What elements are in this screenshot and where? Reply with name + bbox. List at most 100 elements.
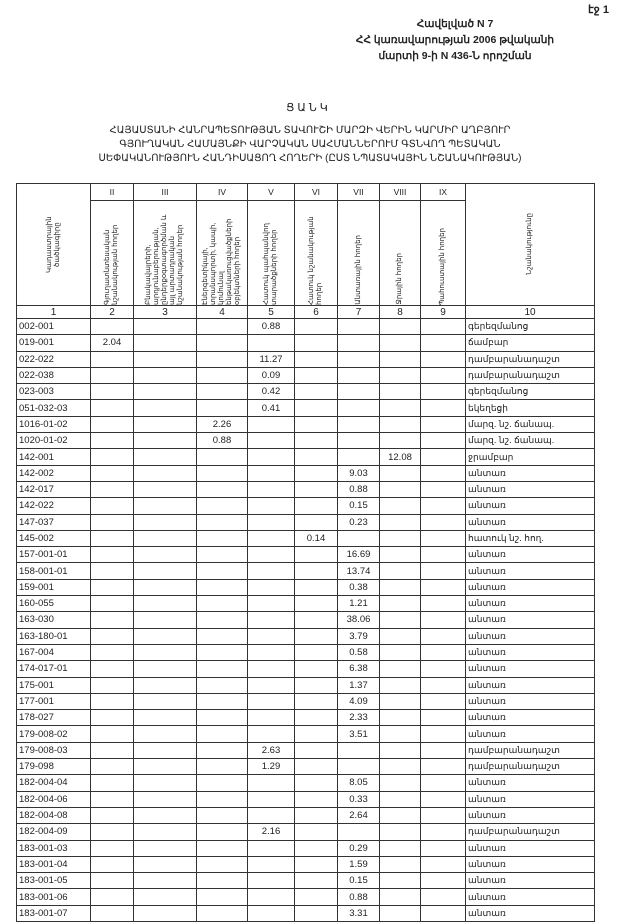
cadastral-code: 182-004-04 bbox=[16, 774, 91, 792]
cadastral-code: 163-030 bbox=[16, 611, 91, 629]
cadastral-code: 183-001-03 bbox=[16, 839, 91, 857]
area-cell bbox=[247, 464, 295, 482]
area-cell bbox=[379, 595, 421, 613]
area-cell bbox=[90, 399, 134, 417]
area-cell bbox=[420, 725, 466, 743]
column-header-cell: Բնակավայրերի, արդյունաբերության, ընդերքօ… bbox=[133, 200, 197, 306]
area-cell bbox=[196, 562, 248, 580]
area-cell bbox=[133, 529, 197, 548]
area-cell bbox=[420, 529, 466, 548]
area-cell bbox=[133, 595, 197, 613]
area-cell bbox=[133, 643, 197, 662]
area-cell bbox=[247, 578, 295, 597]
column-header-cell: Անտառային հողեր bbox=[337, 200, 380, 306]
area-cell bbox=[379, 758, 421, 776]
area-cell: 0.33 bbox=[337, 790, 380, 808]
area-cell bbox=[294, 904, 338, 922]
area-cell bbox=[196, 725, 248, 743]
area-cell: 2.04 bbox=[90, 334, 134, 352]
area-cell bbox=[247, 676, 295, 694]
area-cell bbox=[133, 888, 197, 906]
cadastral-code: 175-001 bbox=[16, 676, 91, 694]
area-cell bbox=[196, 660, 248, 678]
area-cell bbox=[196, 334, 248, 352]
area-cell: 0.09 bbox=[247, 366, 295, 385]
area-cell bbox=[133, 709, 197, 727]
area-cell bbox=[294, 350, 338, 368]
area-cell bbox=[247, 904, 295, 922]
cadastral-code: 1016-01-02 bbox=[16, 415, 91, 434]
area-cell bbox=[379, 774, 421, 792]
table-row: 023-003 0.42 գերեզմանոց bbox=[16, 383, 595, 401]
area-cell bbox=[247, 432, 295, 450]
table-row: 142-001 12.08 ջրամբար bbox=[16, 448, 595, 466]
area-cell: 0.15 bbox=[337, 872, 380, 890]
cadastral-code: 182-004-09 bbox=[16, 823, 91, 841]
area-cell: 1.21 bbox=[337, 595, 380, 613]
area-cell bbox=[420, 595, 466, 613]
area-cell bbox=[196, 741, 248, 760]
area-cell bbox=[420, 806, 466, 825]
area-cell bbox=[90, 888, 134, 906]
cadastral-code: 023-003 bbox=[16, 383, 91, 401]
cadastral-code: 142-001 bbox=[16, 448, 91, 466]
area-cell bbox=[196, 513, 248, 531]
area-cell bbox=[337, 415, 380, 434]
area-cell bbox=[420, 643, 466, 662]
column-number: 10 bbox=[465, 305, 595, 319]
area-cell bbox=[247, 855, 295, 874]
area-cell: 4.09 bbox=[337, 692, 380, 711]
land-use: անտառ bbox=[465, 790, 595, 808]
area-cell bbox=[90, 758, 134, 776]
area-cell bbox=[420, 660, 466, 678]
area-cell bbox=[294, 741, 338, 760]
table-row: 159-001 0.38 անտառ bbox=[16, 578, 595, 597]
area-cell bbox=[379, 692, 421, 711]
area-cell bbox=[294, 366, 338, 385]
land-use: ճամբար bbox=[465, 334, 595, 352]
area-cell bbox=[90, 578, 134, 597]
area-cell bbox=[133, 513, 197, 531]
area-cell bbox=[379, 904, 421, 922]
area-cell bbox=[294, 415, 338, 434]
land-use: անտառ bbox=[465, 611, 595, 629]
table-row: 163-030 38.06 անտառ bbox=[16, 611, 595, 629]
area-cell bbox=[294, 709, 338, 727]
cadastral-code: 182-004-06 bbox=[16, 790, 91, 808]
area-cell bbox=[90, 595, 134, 613]
area-cell bbox=[196, 578, 248, 597]
table-row: 142-022 0.15 անտառ bbox=[16, 497, 595, 515]
area-cell bbox=[90, 562, 134, 580]
area-cell bbox=[294, 660, 338, 678]
area-cell bbox=[133, 383, 197, 401]
area-cell bbox=[420, 415, 466, 434]
land-use: գերեզմանոց bbox=[465, 317, 595, 336]
area-cell bbox=[133, 432, 197, 450]
area-cell bbox=[196, 399, 248, 417]
area-cell bbox=[90, 513, 134, 531]
area-cell bbox=[420, 872, 466, 890]
cadastral-code: 183-001-05 bbox=[16, 872, 91, 890]
area-cell bbox=[420, 464, 466, 482]
area-cell bbox=[133, 578, 197, 597]
table-row: 182-004-06 0.33 անտառ bbox=[16, 790, 595, 808]
land-use: անտառ bbox=[465, 806, 595, 825]
land-use: դամբարանադաշտ bbox=[465, 366, 595, 385]
area-cell: 1.59 bbox=[337, 855, 380, 874]
column-header-cell: Էներգետիկայի, տրանսպորտի, կապի, կոմունալ… bbox=[196, 200, 248, 306]
area-cell bbox=[133, 872, 197, 890]
land-use: անտառ bbox=[465, 578, 595, 597]
area-cell bbox=[420, 497, 466, 515]
land-use: անտառ bbox=[465, 643, 595, 662]
area-cell bbox=[247, 562, 295, 580]
area-cell: 0.88 bbox=[247, 317, 295, 336]
cadastral-code: 182-004-08 bbox=[16, 806, 91, 825]
area-cell bbox=[420, 611, 466, 629]
area-cell bbox=[247, 415, 295, 434]
cadastral-code: 183-001-04 bbox=[16, 855, 91, 874]
area-cell bbox=[133, 790, 197, 808]
table-row: 177-001 4.09 անտառ bbox=[16, 692, 595, 711]
area-cell bbox=[247, 709, 295, 727]
area-cell bbox=[420, 741, 466, 760]
land-use: եկեղեցի bbox=[465, 399, 595, 417]
